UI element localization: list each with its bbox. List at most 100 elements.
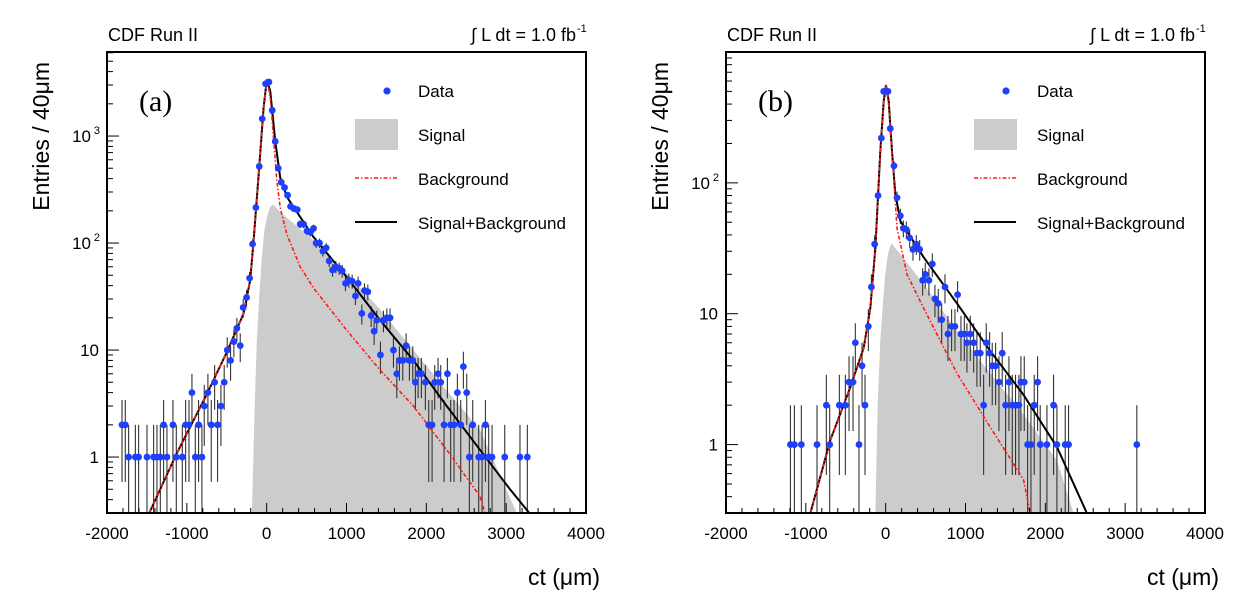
data-point [370,327,378,335]
data-point [791,441,798,448]
y-axis-label: Entries / 40μm [28,62,54,211]
x-tick-label: 2000 [1026,524,1064,543]
data-point [243,294,250,301]
data-point [163,453,171,461]
y-tick-label: 10 [72,127,91,146]
x-axis-label: ct (μm) [528,564,600,590]
data-point [265,78,273,86]
x-axis-label: ct (μm) [1147,564,1219,590]
data-point [214,421,221,429]
data-point [437,378,445,386]
data-point [293,206,301,214]
data-point [871,240,879,248]
data-point [348,277,356,285]
data-point [925,276,933,284]
y-tick-exponent: 3 [94,125,100,137]
data-point [523,453,531,461]
header-right-exponent: -1 [577,23,587,35]
data-point [938,316,946,324]
header-right: ∫ L dt = 1.0 fb [1088,25,1195,45]
x-tick-label: -2000 [85,524,128,543]
data-point [236,342,244,350]
data-point [465,453,473,461]
data-point [855,441,863,448]
data-point [992,362,999,370]
data-point [274,164,282,172]
data-point [450,421,458,429]
legend-signal-label: Signal [418,126,465,145]
data-point [463,389,471,397]
x-tick-label: 0 [881,524,890,543]
data-point [877,134,885,142]
data-point [310,225,317,232]
data-point [444,370,451,378]
legend-total-label: Signal+Background [1037,214,1185,233]
data-point [1005,378,1013,386]
data-point [178,453,186,461]
data-point [912,240,920,248]
data-point [1030,401,1038,409]
data-point [501,453,509,461]
legend-signal-swatch [355,119,398,150]
data-point [440,421,448,429]
data-point [1036,441,1044,448]
data-point [169,421,177,429]
data-point [239,304,247,311]
data-point [191,453,199,461]
data-point [919,276,927,284]
signal-area [875,243,1074,513]
data-point [1034,378,1041,386]
legend-total-label: Signal+Background [418,214,566,233]
data-point [434,370,442,378]
data-point [822,401,830,409]
data-point [135,453,143,461]
data-point [377,351,384,359]
x-tick-label: 0 [262,524,271,543]
data-point [893,194,901,202]
signal-area [251,204,517,513]
legend-signal-label: Signal [1037,126,1084,145]
data-point [954,291,961,298]
data-point [255,163,263,170]
data-point [281,184,288,191]
data-point [249,240,256,248]
data-point [200,402,208,410]
data-point [352,292,359,300]
x-tick-label: -2000 [704,524,747,543]
data-point [909,246,917,253]
data-point [1043,441,1051,448]
data-point [207,421,215,429]
x-tick-label: 3000 [1106,524,1144,543]
panel-label: (b) [758,85,793,118]
legend-background-label: Background [418,170,509,189]
header-left: CDF Run II [108,25,198,45]
x-tick-label: 4000 [1186,524,1224,543]
data-point [143,453,151,461]
y-tick-label: 10 [699,305,718,324]
data-point [1027,441,1035,448]
background-curve [809,84,1031,513]
data-point [934,299,942,307]
data-point [457,421,465,429]
data-point [188,389,196,397]
data-point [198,453,206,461]
x-tick-label: 2000 [407,524,445,543]
data-point [1053,441,1061,448]
legend-data-label: Data [1037,82,1073,101]
x-tick-label: 3000 [487,524,525,543]
data-point [835,401,843,409]
data-point [172,453,180,461]
data-point [358,310,366,317]
data-point [390,346,397,354]
data-point [367,312,375,319]
data-point [941,283,949,291]
data-point [227,357,234,364]
header-right-exponent: -1 [1196,23,1206,35]
data-point [813,441,821,448]
data-point [858,362,866,370]
data-point [300,220,307,228]
data-point [906,234,914,242]
data-point [478,453,486,461]
